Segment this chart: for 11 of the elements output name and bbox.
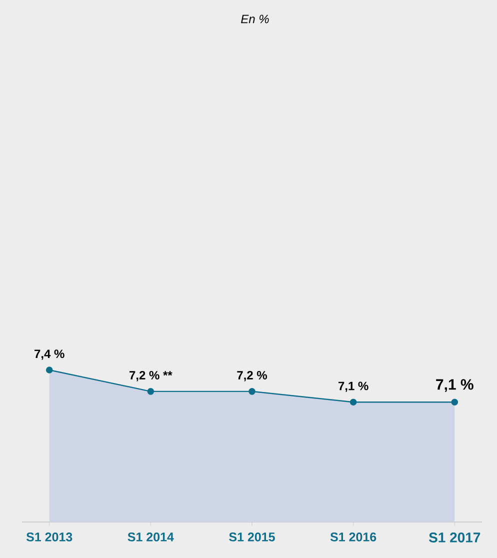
- x-tick-label: S1 2016: [330, 532, 376, 542]
- data-label: 7,2 % **: [130, 370, 172, 382]
- x-tick-label: S1 2014: [128, 532, 174, 542]
- x-tick-label: S1 2015: [229, 532, 275, 542]
- data-label: 7,2 %: [237, 370, 268, 382]
- data-label: 7,4 %: [34, 350, 64, 360]
- x-tick-label: S1 2013: [26, 532, 72, 542]
- x-tick-label: S1 2017: [428, 532, 480, 542]
- data-label: 7,1 %: [436, 379, 474, 392]
- chart-subtitle: En %: [241, 14, 269, 24]
- data-label: 7,1 %: [338, 382, 368, 392]
